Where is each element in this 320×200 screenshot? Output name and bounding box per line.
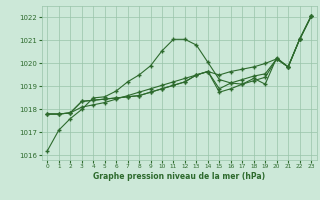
X-axis label: Graphe pression niveau de la mer (hPa): Graphe pression niveau de la mer (hPa) — [93, 172, 265, 181]
